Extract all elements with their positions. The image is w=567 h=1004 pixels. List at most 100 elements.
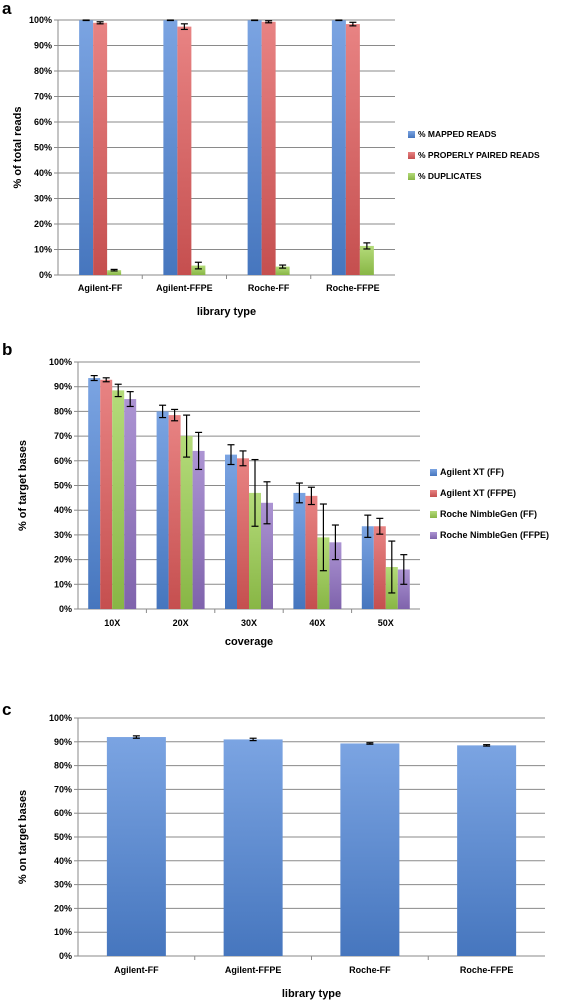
chart-b-bar <box>317 537 330 609</box>
chart-b-ytick-label: 90% <box>54 382 72 392</box>
chart-a-bar <box>331 20 346 275</box>
panel-a-letter: a <box>2 0 12 18</box>
chart-b-ytick-label: 30% <box>54 530 72 540</box>
chart-c-ytick-label: 60% <box>54 808 72 818</box>
chart-a-legend-swatch <box>408 152 415 159</box>
chart-b-bar <box>249 492 261 609</box>
chart-b-legend-label: Agilent XT (FFPE) <box>440 488 516 498</box>
chart-b-category-label: 20X <box>173 618 189 628</box>
chart-a-ytick-label: 30% <box>34 194 52 204</box>
chart-a-bar <box>79 20 94 275</box>
chart-b-bar <box>329 542 342 609</box>
chart-c-category-label: Roche-FFPE <box>460 965 514 975</box>
chart-a-bar <box>247 20 262 275</box>
chart-c-ytick-label: 10% <box>54 927 72 937</box>
chart-b-x-axis-title: coverage <box>225 636 273 648</box>
chart-a-legend-swatch <box>408 173 415 180</box>
chart-a-category-label: Agilent-FFPE <box>156 283 213 293</box>
chart-b-category-label: 50X <box>378 618 394 628</box>
chart-c-ytick-label: 40% <box>54 856 72 866</box>
chart-a-x-axis-title: library type <box>197 306 256 318</box>
chart-b-legend-swatch <box>430 532 437 539</box>
chart-b-legend-label: Roche NimbleGen (FF) <box>440 509 537 519</box>
chart-b-bar <box>305 495 318 609</box>
chart-b-ytick-label: 20% <box>54 555 72 565</box>
chart-c-y-axis-title: % on target bases <box>17 790 29 884</box>
chart-a-bar <box>177 26 192 275</box>
chart-a-ytick-label: 70% <box>34 92 52 102</box>
chart-b-bar <box>100 379 113 609</box>
chart-c-ytick-label: 50% <box>54 832 72 842</box>
chart-c-ytick-label: 0% <box>59 951 72 961</box>
chart-c-bar <box>106 737 166 956</box>
chart-a-bar <box>359 245 374 275</box>
chart-a-ytick-label: 20% <box>34 219 52 229</box>
chart-a-bar <box>191 265 206 275</box>
chart-b-ytick-label: 40% <box>54 505 72 515</box>
chart-b-legend-label: Agilent XT (FF) <box>440 467 504 477</box>
chart-b-ytick-label: 80% <box>54 406 72 416</box>
chart-b-bar <box>361 526 374 609</box>
chart-a-ytick-label: 60% <box>34 117 52 127</box>
chart-a-bar <box>261 21 276 275</box>
chart-b-ytick-label: 70% <box>54 431 72 441</box>
chart-c-ytick-label: 70% <box>54 784 72 794</box>
chart-a-y-axis-title: % of total reads <box>12 107 24 189</box>
chart-c-ytick-label: 80% <box>54 761 72 771</box>
chart-a-ytick-label: 50% <box>34 143 52 153</box>
chart-a-category-label: Roche-FFPE <box>326 283 380 293</box>
panel-c-chart: 0% 10% 20% 30% 40% 50% 60% 70% 80% 90% 100% Agilent… <box>17 713 545 1000</box>
chart-a-legend-label: % MAPPED READS <box>418 129 497 139</box>
chart-a-category-label: Roche-FF <box>248 283 290 293</box>
chart-b-bar <box>156 411 169 609</box>
chart-a-bar <box>93 22 108 276</box>
panel-a-chart: 0% 10% 20% 30% 40% 50% 60% 70% 80% 90% 100% Agilent… <box>12 15 540 318</box>
chart-b-bar <box>225 454 237 609</box>
chart-c-bar <box>340 743 400 956</box>
chart-b-bar <box>237 458 249 609</box>
chart-a-ytick-label: 100% <box>29 15 52 25</box>
chart-c-category-label: Roche-FF <box>349 965 391 975</box>
chart-c-bar <box>223 739 283 956</box>
chart-c-ytick-label: 20% <box>54 903 72 913</box>
chart-a-ytick-label: 0% <box>39 270 52 280</box>
chart-b-ytick-label: 0% <box>59 604 72 614</box>
chart-b-bar <box>124 399 137 609</box>
chart-b-bar <box>180 436 193 609</box>
chart-a-ytick-label: 90% <box>34 41 52 51</box>
chart-a-legend-label: % PROPERLY PAIRED READS <box>418 150 540 160</box>
chart-a-category-label: Agilent-FF <box>78 283 123 293</box>
chart-a-bar <box>275 266 290 275</box>
panel-c-letter: c <box>2 700 11 719</box>
chart-b-category-label: 10X <box>104 618 120 628</box>
chart-c-ytick-label: 100% <box>49 713 72 723</box>
chart-a-ytick-label: 40% <box>34 168 52 178</box>
chart-a-legend-label: % DUPLICATES <box>418 171 482 181</box>
chart-b-legend-swatch <box>430 469 437 476</box>
panel-b-chart: 0% 10% 20% 30% 40% 50% 60% 70% 80% 90% 100% 10X 20X 3… <box>17 357 549 648</box>
chart-c-category-label: Agilent-FF <box>114 965 159 975</box>
chart-a-bar <box>345 24 360 275</box>
chart-b-legend-label: Roche NimbleGen (FFPE) <box>440 530 549 540</box>
chart-a-ytick-label: 10% <box>34 245 52 255</box>
chart-b-ytick-label: 50% <box>54 481 72 491</box>
chart-b-y-axis-title: % of target bases <box>17 440 29 531</box>
chart-c-bar <box>457 745 517 956</box>
chart-b-ytick-label: 10% <box>54 579 72 589</box>
chart-b-bar <box>293 492 306 609</box>
chart-b-bar <box>168 415 181 609</box>
chart-b-category-label: 40X <box>309 618 325 628</box>
chart-a-legend-swatch <box>408 131 415 138</box>
chart-c-category-label: Agilent-FFPE <box>225 965 282 975</box>
chart-b-ytick-label: 60% <box>54 456 72 466</box>
chart-a-bar <box>107 270 122 275</box>
chart-a-bar <box>163 20 178 275</box>
chart-b-legend-swatch <box>430 511 437 518</box>
chart-b-bar <box>112 390 125 609</box>
chart-b-bar <box>397 569 410 609</box>
chart-b-category-label: 30X <box>241 618 257 628</box>
chart-b-bar <box>261 502 273 609</box>
chart-b-legend-swatch <box>430 490 437 497</box>
chart-c-ytick-label: 90% <box>54 737 72 747</box>
